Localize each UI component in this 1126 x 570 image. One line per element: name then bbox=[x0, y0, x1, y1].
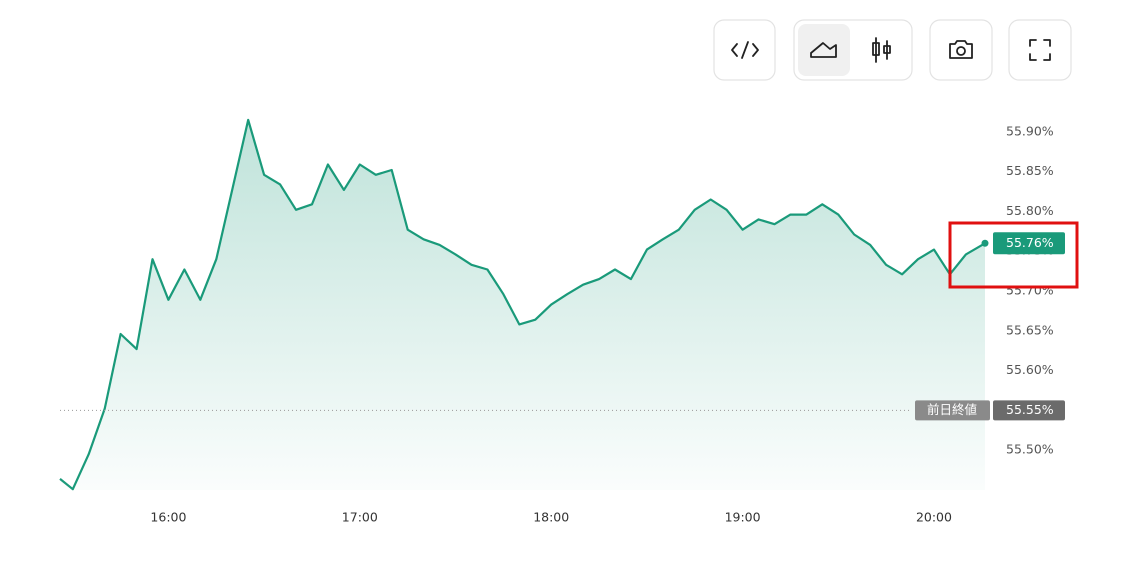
x-tick-label: 17:00 bbox=[342, 510, 378, 525]
current-value: 55.76% bbox=[1006, 235, 1054, 250]
previous-close-label: 前日終値 bbox=[927, 402, 977, 417]
embed-icon bbox=[731, 41, 759, 59]
x-tick-label: 19:00 bbox=[725, 510, 761, 525]
previous-close-value: 55.55% bbox=[1006, 402, 1054, 417]
candle-icon bbox=[872, 37, 891, 63]
y-tick-label: 55.80% bbox=[1006, 203, 1054, 218]
toolbar bbox=[713, 19, 1072, 81]
y-tick-label: 55.65% bbox=[1006, 322, 1054, 337]
screenshot-button[interactable] bbox=[929, 19, 993, 81]
area-icon bbox=[810, 42, 837, 58]
x-tick-label: 18:00 bbox=[533, 510, 569, 525]
candle-chart-button[interactable] bbox=[854, 24, 908, 76]
previous-close-value-tag bbox=[993, 400, 1065, 421]
current-point bbox=[981, 239, 989, 247]
x-tick-label: 16:00 bbox=[150, 510, 186, 525]
y-tick-label: 55.60% bbox=[1006, 362, 1054, 377]
previous-close-tag bbox=[915, 400, 990, 421]
camera-lens bbox=[956, 46, 966, 56]
area-fill bbox=[60, 119, 985, 491]
y-tick-label: 55.50% bbox=[1006, 442, 1054, 457]
area-chart-button[interactable] bbox=[798, 24, 850, 76]
plot: 55.50%55.55%55.60%55.65%55.70%55.75%55.8… bbox=[59, 118, 1065, 525]
x-tick-label: 20:00 bbox=[916, 510, 952, 525]
fullscreen-button[interactable] bbox=[1008, 19, 1072, 81]
camera-icon bbox=[949, 40, 973, 59]
current-value-tag bbox=[993, 232, 1065, 255]
price-line bbox=[59, 118, 986, 491]
y-tick-label: 55.90% bbox=[1006, 123, 1054, 138]
y-tick-label: 55.85% bbox=[1006, 163, 1054, 178]
highlight-box bbox=[948, 221, 1079, 289]
fullscreen-icon bbox=[1029, 39, 1051, 61]
y-tick-label: 55.70% bbox=[1006, 283, 1054, 298]
